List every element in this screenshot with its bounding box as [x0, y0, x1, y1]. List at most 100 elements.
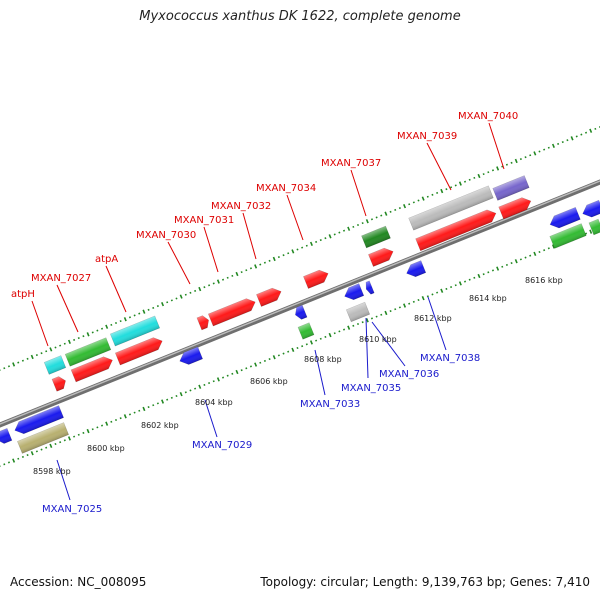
ruler-tick — [356, 223, 360, 227]
gene-feature[interactable] — [580, 199, 600, 220]
gene-feature[interactable] — [64, 337, 112, 367]
gene-label-atpa[interactable]: atpA — [95, 254, 118, 265]
ruler-tick — [40, 352, 43, 355]
gene-feature[interactable] — [364, 280, 375, 295]
gene-label-mxan-7040[interactable]: MXAN_7040 — [458, 111, 518, 122]
gene-feature[interactable] — [492, 175, 530, 201]
gene-feature[interactable] — [70, 354, 115, 383]
gene-feature[interactable] — [303, 267, 330, 289]
ruler-tick — [501, 265, 504, 268]
ruler-tick — [384, 211, 388, 216]
gene-label-mxan-7032[interactable]: MXAN_7032 — [211, 201, 271, 212]
ruler-tick — [184, 391, 187, 394]
gene-feature[interactable] — [109, 315, 161, 347]
ruler-tick — [575, 135, 578, 138]
gene-feature[interactable] — [114, 335, 164, 366]
gene-feature[interactable] — [43, 355, 67, 375]
gene-feature[interactable] — [368, 245, 395, 267]
gene-label-mxan-7031[interactable]: MXAN_7031 — [174, 215, 234, 226]
gene-feature[interactable] — [549, 223, 587, 249]
ruler-tick — [551, 143, 555, 149]
gene-label-mxan-7030[interactable]: MXAN_7030 — [136, 230, 196, 241]
ruler-tick — [73, 435, 76, 438]
ruler-tick — [551, 244, 555, 249]
ruler-tick — [3, 367, 6, 370]
ruler-tick — [21, 455, 24, 458]
ruler-tick — [203, 383, 206, 386]
gene-label-mxan-7025[interactable]: MXAN_7025 — [42, 504, 102, 515]
ruler-tick — [305, 343, 308, 346]
gene-feature[interactable] — [404, 260, 427, 280]
ruler-tick — [315, 339, 318, 342]
ruler-tick — [77, 433, 80, 436]
gene-label-mxan-7038[interactable]: MXAN_7038 — [420, 353, 480, 364]
ruler-tick — [421, 295, 425, 301]
ruler-tick — [63, 342, 66, 345]
gene-feature[interactable] — [297, 322, 315, 340]
ruler-tick — [375, 315, 378, 318]
ruler-tick — [338, 330, 341, 333]
gene-feature[interactable] — [196, 314, 211, 331]
gene-label-mxan-7039[interactable]: MXAN_7039 — [397, 131, 457, 142]
ruler-tick — [440, 288, 444, 293]
gene-feature[interactable] — [345, 301, 371, 323]
ruler-tick — [100, 327, 104, 330]
ruler-tick — [533, 151, 537, 156]
ruler-tick — [445, 188, 448, 191]
gene-feature[interactable] — [12, 405, 64, 437]
gene-feature[interactable] — [408, 185, 494, 231]
accession-text: Accession: NC_008095 — [10, 575, 147, 589]
ruler-tick — [426, 295, 429, 298]
gene-feature[interactable] — [342, 283, 365, 303]
ruler-tick — [59, 441, 62, 444]
gene-feature[interactable] — [256, 285, 283, 307]
gene-label-mxan-7029[interactable]: MXAN_7029 — [192, 440, 252, 451]
ruler-tick — [347, 325, 351, 330]
ruler-tick — [436, 191, 439, 195]
ruler-tick — [412, 300, 415, 303]
ruler-tick — [216, 377, 220, 382]
leader-line — [488, 122, 505, 170]
gene-feature[interactable] — [415, 207, 499, 252]
kbp-label: 8598 kbp — [33, 467, 71, 476]
ruler-tick — [54, 346, 57, 349]
ruler-tick — [21, 359, 24, 362]
gene-label-mxan-7035[interactable]: MXAN_7035 — [341, 383, 401, 394]
leader-line — [242, 212, 257, 260]
kbp-label: 8616 kbp — [525, 276, 563, 285]
gene-feature[interactable] — [207, 296, 257, 327]
gene-label-mxan-7036[interactable]: MXAN_7036 — [379, 369, 439, 380]
gene-label-mxan-7037[interactable]: MXAN_7037 — [321, 158, 381, 169]
ruler-tick — [91, 428, 94, 431]
ruler-tick — [347, 226, 351, 231]
ruler-tick — [417, 199, 420, 202]
ruler-tick — [394, 308, 397, 311]
kbp-label: 8608 kbp — [304, 355, 342, 364]
ruler-tick — [277, 354, 280, 357]
gene-feature[interactable] — [293, 304, 308, 321]
ruler-tick — [208, 382, 211, 385]
gene-feature[interactable] — [177, 346, 203, 367]
leader-line — [427, 296, 447, 351]
ruler-tick — [514, 259, 518, 264]
gene-label-mxan-7033[interactable]: MXAN_7033 — [300, 399, 360, 410]
gene-feature[interactable] — [17, 422, 69, 454]
gene-feature[interactable] — [498, 195, 534, 220]
ruler-tick — [63, 439, 66, 442]
ruler-tick — [100, 424, 104, 427]
gene-feature[interactable] — [51, 375, 68, 392]
ruler-tick — [105, 324, 109, 329]
ruler-tick — [533, 251, 537, 257]
ruler-tick — [594, 127, 597, 130]
gene-feature[interactable] — [548, 207, 581, 230]
ruler-tick — [91, 331, 94, 334]
ruler-tick — [570, 136, 574, 141]
ruler-tick — [450, 286, 453, 289]
gene-feature[interactable] — [0, 428, 13, 445]
gene-feature[interactable] — [361, 225, 391, 249]
gene-label-mxan-7034[interactable]: MXAN_7034 — [256, 183, 316, 194]
gene-label-atph[interactable]: atpH — [11, 289, 35, 300]
ruler-tick — [133, 314, 136, 317]
kbp-label: 8614 kbp — [469, 294, 507, 303]
gene-label-mxan-7027[interactable]: MXAN_7027 — [31, 273, 91, 284]
